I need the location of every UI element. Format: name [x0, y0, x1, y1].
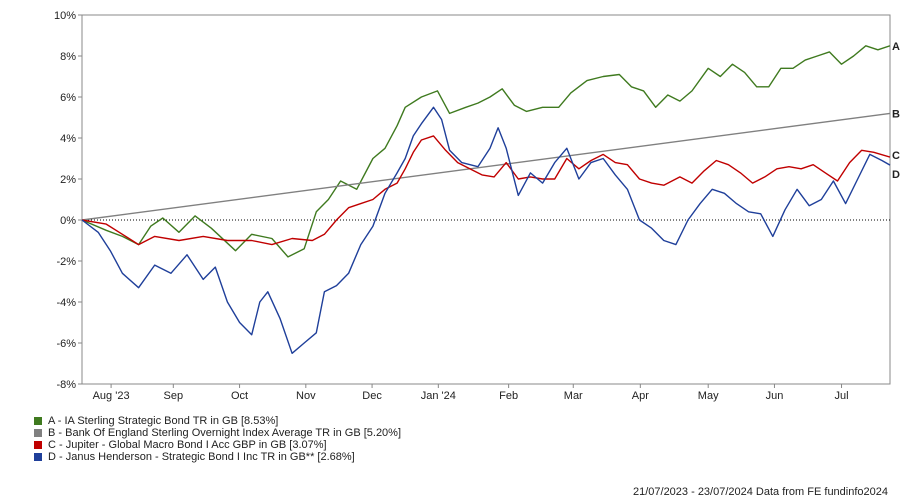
- x-tick-label: Aug '23: [93, 390, 130, 402]
- x-tick-label: Oct: [231, 390, 248, 402]
- x-tick-label: Jun: [766, 390, 784, 402]
- y-tick-label: 6%: [60, 92, 76, 104]
- legend-item-d: D - Janus Henderson - Strategic Bond I I…: [34, 451, 401, 463]
- legend-item-c: C - Jupiter - Global Macro Bond I Acc GB…: [34, 439, 401, 451]
- x-axis: Aug '23 Sep Oct Nov Dec Jan '24 Feb Mar Apr May Ju…: [93, 384, 849, 402]
- series-lines: [81, 45, 891, 354]
- end-label-b: B: [892, 108, 900, 120]
- y-axis: 10% 8% 6% 4% 2% 0% -2% -4% -6% -8%: [54, 10, 82, 391]
- x-tick-label: Jan '24: [421, 390, 456, 402]
- y-tick-label: 2%: [60, 174, 76, 186]
- data-source-footer: 21/07/2023 - 23/07/2024 Data from FE fun…: [632, 486, 888, 498]
- y-tick-label: 0%: [60, 215, 76, 227]
- legend-swatch-d: [34, 453, 42, 461]
- end-label-a: A: [892, 41, 900, 53]
- plot-border: [81, 14, 891, 385]
- y-tick-label: -8%: [56, 379, 76, 391]
- x-tick-label: Apr: [632, 390, 649, 402]
- y-tick-label: -4%: [56, 297, 76, 309]
- plot-area: [81, 14, 891, 385]
- y-tick-label: -2%: [56, 256, 76, 268]
- legend-label-c: C - Jupiter - Global Macro Bond I Acc GB…: [48, 439, 327, 451]
- y-tick-label: 4%: [60, 133, 76, 145]
- x-tick-label: May: [698, 390, 719, 402]
- legend-label-b: B - Bank Of England Sterling Overnight I…: [48, 427, 402, 439]
- legend-swatch-b: [34, 429, 42, 437]
- y-tick-label: 10%: [54, 10, 76, 22]
- series-line-a: [81, 45, 891, 258]
- legend-item-a: A - IA Sterling Strategic Bond TR in GB …: [34, 415, 401, 427]
- x-tick-label: Jul: [834, 390, 848, 402]
- legend-swatch-c: [34, 441, 42, 449]
- x-tick-label: Mar: [564, 390, 583, 402]
- legend-label-d: D - Janus Henderson - Strategic Bond I I…: [48, 451, 355, 463]
- series-line-c: [81, 135, 891, 246]
- x-tick-label: Feb: [499, 390, 518, 402]
- x-tick-label: Dec: [362, 390, 382, 402]
- y-tick-label: -6%: [56, 338, 76, 350]
- end-label-d: D: [892, 169, 900, 181]
- end-label-c: C: [892, 150, 900, 162]
- legend: A - IA Sterling Strategic Bond TR in GB …: [34, 415, 401, 463]
- x-tick-label: Sep: [164, 390, 184, 402]
- series-end-labels: A B CD: [892, 41, 900, 181]
- series-line-b: [81, 112, 891, 221]
- x-tick-label: Nov: [296, 390, 316, 402]
- legend-swatch-a: [34, 417, 42, 425]
- series-line-d: [81, 106, 891, 354]
- y-tick-label: 8%: [60, 51, 76, 63]
- legend-item-b: B - Bank Of England Sterling Overnight I…: [34, 427, 401, 439]
- legend-label-a: A - IA Sterling Strategic Bond TR in GB …: [48, 415, 279, 427]
